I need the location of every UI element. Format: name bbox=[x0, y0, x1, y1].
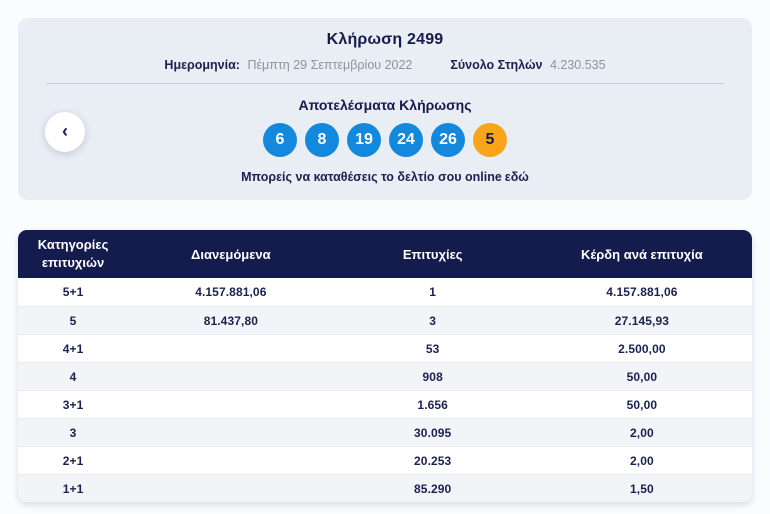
cell-winners: 30.095 bbox=[414, 425, 452, 440]
results-title: Αποτελέσματα Κλήρωσης bbox=[298, 97, 472, 113]
submit-online-cta: Μπορείς να καταθέσεις το δελτίο σου onli… bbox=[18, 170, 752, 184]
draw-title: Κλήρωση 2499 bbox=[326, 31, 444, 48]
cell-category: 3+1 bbox=[62, 397, 84, 412]
cell-category: 1+1 bbox=[62, 481, 84, 496]
column-header: Διανεμόμενα bbox=[191, 246, 271, 262]
cell-prize: 2,00 bbox=[629, 453, 654, 468]
cell-category: 5+1 bbox=[62, 285, 84, 299]
cell-prize: 50,00 bbox=[626, 369, 658, 384]
column-header: Κατηγορίες επιτυχιών bbox=[37, 237, 109, 270]
table-body: 5+1 4.157.881,06 1 4.157.881,06 5 81.437,80 3 2… bbox=[18, 278, 752, 502]
winning-numbers: 6 8 19 24 26 5 bbox=[18, 123, 752, 157]
cell-winners: 1.656 bbox=[417, 397, 448, 412]
cell-winners: 908 bbox=[422, 369, 443, 384]
table-row: 5+1 4.157.881,06 1 4.157.881,06 bbox=[18, 278, 752, 306]
draw-meta-row: Ημερομηνία: Πέμπτη 29 Σεπτεμβρίου 2022 Σ… bbox=[18, 58, 752, 72]
columns-total-value: 4.230.535 bbox=[549, 58, 606, 72]
cell-distributed: 81.437,80 bbox=[203, 313, 258, 328]
column-header: Επιτυχίες bbox=[402, 246, 463, 262]
winning-number-ball: 8 bbox=[305, 123, 339, 157]
cell-prize: 4.157.881,06 bbox=[606, 285, 678, 299]
winning-number-ball: 19 bbox=[347, 123, 381, 157]
cell-winners: 3 bbox=[429, 313, 437, 328]
table-row: 1+1 85.290 1,50 bbox=[18, 474, 752, 502]
cta-text: Μπορείς να καταθέσεις το δελτίο σου onli… bbox=[241, 170, 502, 184]
draw-date: Ημερομηνία: Πέμπτη 29 Σεπτεμβρίου 2022 bbox=[164, 58, 412, 72]
cell-prize: 27.145,93 bbox=[614, 313, 670, 328]
cell-winners: 1 bbox=[429, 285, 437, 299]
cell-category: 4+1 bbox=[62, 341, 84, 356]
table-row: 2+1 20.253 2,00 bbox=[18, 446, 752, 474]
cell-winners: 53 bbox=[425, 341, 440, 356]
cell-winners: 85.290 bbox=[414, 481, 452, 496]
divider bbox=[46, 83, 724, 84]
cell-prize: 2.500,00 bbox=[618, 341, 666, 356]
cell-category: 5 bbox=[69, 313, 77, 328]
draw-summary-card: Κλήρωση 2499 Ημερομηνία: Πέμπτη 29 Σεπτε… bbox=[18, 18, 752, 200]
winning-number-ball: 6 bbox=[263, 123, 297, 157]
joker-number-ball: 5 bbox=[473, 123, 507, 157]
table-row: 4+1 53 2.500,00 bbox=[18, 334, 752, 362]
table-row: 4 908 50,00 bbox=[18, 362, 752, 390]
table-row: 3+1 1.656 50,00 bbox=[18, 390, 752, 418]
previous-draw-button[interactable]: ‹ bbox=[45, 112, 85, 152]
date-value: Πέμπτη 29 Σεπτεμβρίου 2022 bbox=[247, 58, 413, 72]
columns-total: Σύνολο Στηλών 4.230.535 bbox=[450, 58, 605, 72]
cell-category: 3 bbox=[69, 425, 77, 440]
table-row: 5 81.437,80 3 27.145,93 bbox=[18, 306, 752, 334]
columns-total-label: Σύνολο Στηλών bbox=[450, 58, 543, 72]
winning-number-ball: 24 bbox=[389, 123, 423, 157]
cta-here-link[interactable]: εδώ bbox=[504, 170, 529, 184]
cell-prize: 1,50 bbox=[629, 481, 654, 496]
chevron-left-icon: ‹ bbox=[62, 121, 68, 141]
table-row: 3 30.095 2,00 bbox=[18, 418, 752, 446]
prize-tiers-table: Κατηγορίες επιτυχιών Διανεμόμενα Επιτυχίες… bbox=[18, 230, 752, 502]
cell-category: 2+1 bbox=[62, 453, 84, 468]
winning-number-ball: 26 bbox=[431, 123, 465, 157]
date-label: Ημερομηνία: bbox=[164, 58, 240, 72]
cell-distributed: 4.157.881,06 bbox=[195, 285, 267, 299]
cell-prize: 50,00 bbox=[626, 397, 658, 412]
cell-winners: 20.253 bbox=[414, 453, 452, 468]
column-header: Κέρδη ανά επιτυχία bbox=[581, 246, 703, 262]
cell-prize: 2,00 bbox=[629, 425, 654, 440]
cell-category: 4 bbox=[69, 369, 77, 384]
table-header-row: Κατηγορίες επιτυχιών Διανεμόμενα Επιτυχίες… bbox=[18, 230, 752, 278]
